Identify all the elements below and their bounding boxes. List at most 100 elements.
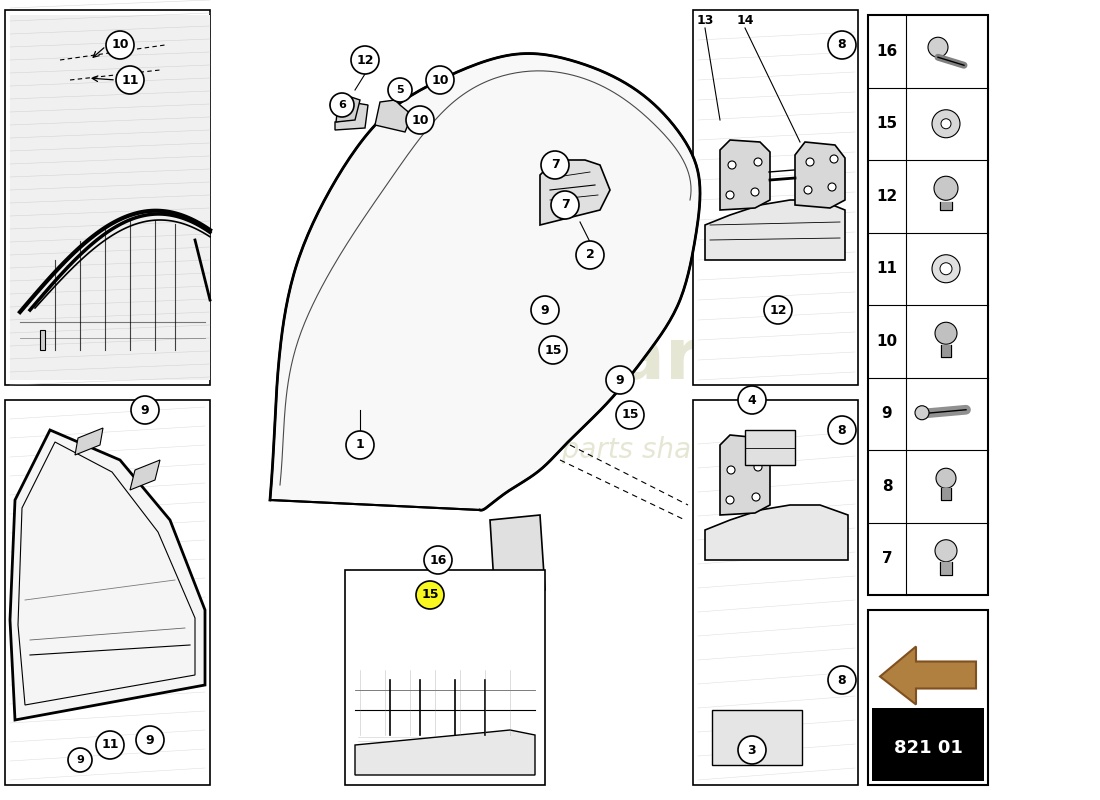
Text: autoparts: autoparts: [381, 326, 779, 394]
Text: 10: 10: [431, 74, 449, 86]
Text: 12: 12: [877, 189, 898, 204]
Text: 16: 16: [877, 44, 898, 58]
Circle shape: [934, 176, 958, 200]
Polygon shape: [270, 54, 700, 510]
Circle shape: [68, 748, 92, 772]
Circle shape: [754, 463, 762, 471]
Text: 9: 9: [76, 755, 84, 765]
FancyBboxPatch shape: [6, 10, 210, 385]
Circle shape: [935, 540, 957, 562]
Text: 11: 11: [121, 74, 139, 86]
Circle shape: [828, 416, 856, 444]
Circle shape: [330, 93, 354, 117]
Text: 10: 10: [111, 38, 129, 51]
Circle shape: [940, 262, 952, 274]
Polygon shape: [705, 505, 848, 560]
Polygon shape: [508, 620, 530, 750]
Text: 16: 16: [429, 554, 447, 566]
FancyBboxPatch shape: [712, 710, 802, 765]
Circle shape: [828, 31, 856, 59]
Circle shape: [936, 468, 956, 488]
Circle shape: [754, 158, 762, 166]
Polygon shape: [270, 54, 700, 510]
Circle shape: [935, 322, 957, 344]
Polygon shape: [336, 102, 368, 130]
Text: 15: 15: [877, 116, 898, 131]
Text: 9: 9: [145, 734, 154, 746]
Text: 7: 7: [882, 551, 892, 566]
Circle shape: [828, 183, 836, 191]
Text: 821 01: 821 01: [893, 739, 962, 758]
Text: 1: 1: [355, 438, 364, 451]
Text: a passion for parts sharing: a passion for parts sharing: [374, 436, 746, 464]
Circle shape: [726, 496, 734, 504]
Circle shape: [576, 241, 604, 269]
Circle shape: [932, 254, 960, 282]
Text: 5: 5: [396, 85, 404, 95]
Circle shape: [928, 38, 948, 58]
Text: 12: 12: [769, 303, 786, 317]
Polygon shape: [40, 330, 45, 350]
Polygon shape: [795, 142, 845, 208]
Circle shape: [915, 406, 930, 420]
FancyBboxPatch shape: [872, 707, 984, 781]
Circle shape: [806, 158, 814, 166]
Text: 11: 11: [877, 262, 898, 276]
Polygon shape: [130, 460, 159, 490]
FancyBboxPatch shape: [868, 15, 988, 595]
Circle shape: [388, 78, 412, 102]
FancyBboxPatch shape: [693, 10, 858, 385]
Circle shape: [751, 188, 759, 196]
Circle shape: [728, 161, 736, 169]
Circle shape: [738, 386, 766, 414]
Polygon shape: [336, 95, 360, 122]
FancyBboxPatch shape: [693, 400, 858, 785]
Circle shape: [426, 66, 454, 94]
Text: 11: 11: [101, 738, 119, 751]
Text: 8: 8: [838, 423, 846, 437]
Circle shape: [116, 66, 144, 94]
Circle shape: [764, 296, 792, 324]
Polygon shape: [720, 140, 770, 210]
Polygon shape: [880, 646, 976, 705]
Text: 10: 10: [411, 114, 429, 126]
Circle shape: [346, 431, 374, 459]
Polygon shape: [490, 515, 544, 605]
Text: 15: 15: [621, 409, 639, 422]
Text: 8: 8: [838, 38, 846, 51]
Circle shape: [106, 31, 134, 59]
Circle shape: [932, 110, 960, 138]
Circle shape: [136, 726, 164, 754]
Polygon shape: [355, 730, 535, 775]
Text: 10: 10: [877, 334, 898, 349]
Polygon shape: [10, 15, 210, 380]
Circle shape: [131, 396, 160, 424]
Circle shape: [606, 366, 634, 394]
Text: 7: 7: [561, 198, 570, 211]
Circle shape: [616, 401, 644, 429]
Circle shape: [351, 46, 380, 74]
Circle shape: [541, 151, 569, 179]
Text: 9: 9: [141, 403, 150, 417]
Text: 8: 8: [882, 478, 892, 494]
Circle shape: [804, 186, 812, 194]
Text: 15: 15: [544, 343, 562, 357]
Circle shape: [727, 466, 735, 474]
Text: 9: 9: [616, 374, 625, 386]
Polygon shape: [10, 430, 205, 720]
Circle shape: [752, 493, 760, 501]
Text: 9: 9: [882, 406, 892, 422]
Circle shape: [539, 336, 566, 364]
Polygon shape: [540, 160, 611, 225]
Circle shape: [830, 155, 838, 163]
Circle shape: [940, 118, 952, 129]
Text: 9: 9: [541, 303, 549, 317]
Text: 4: 4: [748, 394, 757, 406]
Circle shape: [406, 106, 434, 134]
FancyBboxPatch shape: [6, 400, 210, 785]
Circle shape: [828, 666, 856, 694]
FancyBboxPatch shape: [745, 430, 795, 465]
Polygon shape: [720, 435, 770, 515]
Circle shape: [416, 581, 444, 609]
Polygon shape: [705, 200, 845, 260]
